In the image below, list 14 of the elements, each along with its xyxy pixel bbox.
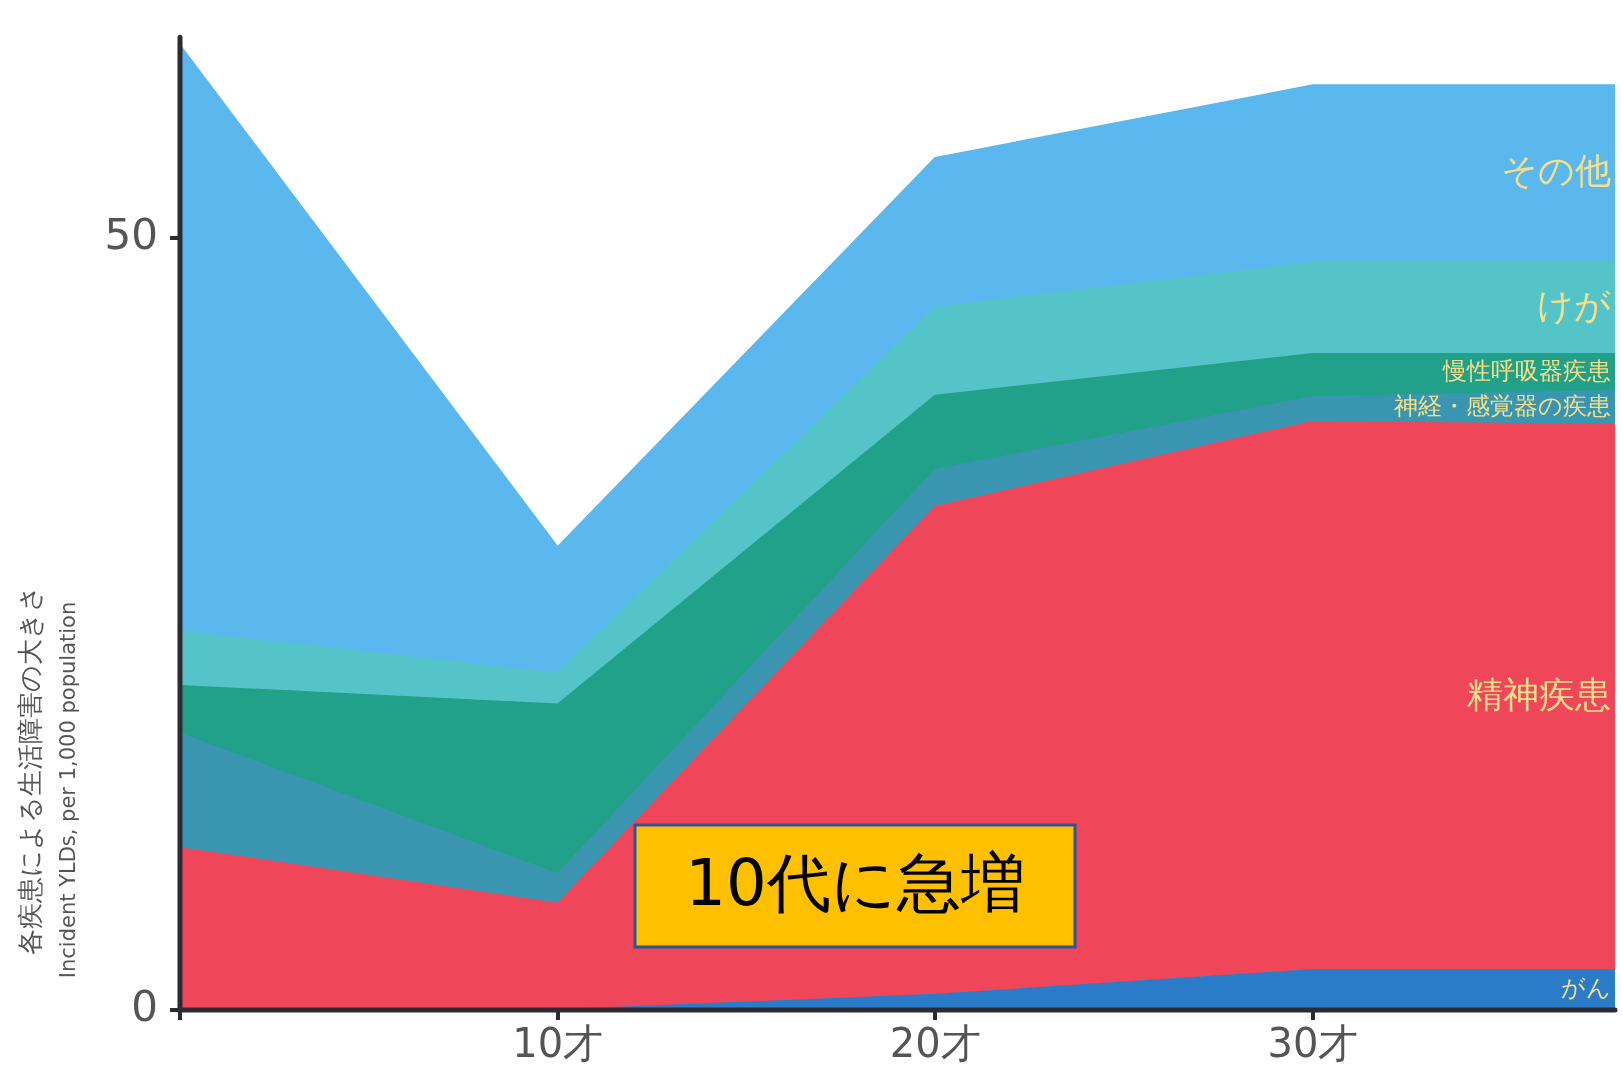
annotation: 10代に急増: [685, 845, 1025, 920]
text: Incident YLDs, per 1,000 population: [56, 601, 81, 979]
x-tick-label: 30才: [1267, 1020, 1359, 1067]
x-tick-label: 20才: [889, 1020, 981, 1067]
series-label: 精神疾患: [1467, 673, 1611, 715]
y-axis-title: 各疾患による生活障害の大きさ: [14, 585, 45, 955]
y-tick-label: 50: [104, 209, 158, 259]
x-tick-label: 10才: [512, 1020, 604, 1067]
series-label: けが: [1537, 284, 1611, 326]
series-label: 慢性呼吸器疾患: [1442, 356, 1611, 385]
series-label: がん: [1561, 974, 1611, 1003]
y-tick-label: 0: [131, 981, 158, 1031]
series-label: その他: [1501, 150, 1611, 192]
series-label: 神経・感覚器の疾患: [1394, 392, 1611, 421]
